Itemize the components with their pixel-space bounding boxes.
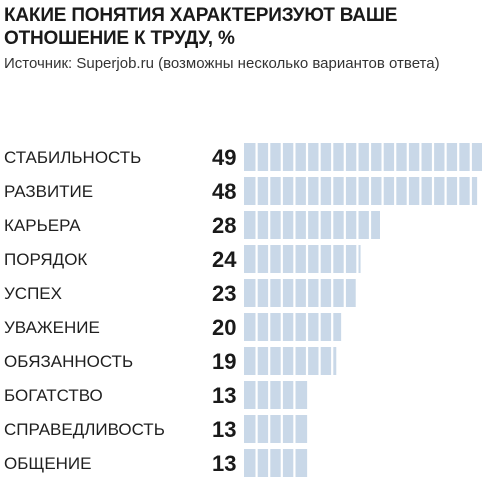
category-label: ОБЯЗАННОСТЬ [4,352,133,371]
chart-title: КАКИЕ ПОНЯТИЯ ХАРАКТЕРИЗУЮТ ВАШЕ ОТНОШЕН… [4,5,398,49]
bar-fill [244,245,361,273]
value-label: 13 [212,451,236,476]
bar-fill [244,415,308,443]
bar-fill [244,177,478,205]
category-label: ПОРЯДОК [4,250,87,269]
value-label: 13 [212,417,236,442]
value-label: 19 [212,349,236,374]
bar [244,449,308,477]
bar [244,279,356,307]
bar-fill [244,143,482,171]
bar [244,245,361,273]
bar [244,313,342,341]
value-label: 13 [212,383,236,408]
bar-fill [244,279,356,307]
value-label: 23 [212,281,236,306]
bar-fill [244,381,308,409]
category-label: УВАЖЕНИЕ [4,318,100,337]
bar [244,177,478,205]
value-label: 28 [212,213,236,238]
value-label: 20 [212,315,236,340]
value-label: 48 [212,179,236,204]
bar [244,347,337,375]
category-label: ОБЩЕНИЕ [4,454,92,473]
category-label: УСПЕХ [4,284,62,303]
category-label: СПРАВЕДЛИВОСТЬ [4,420,165,439]
bar [244,143,482,171]
chart-subtitle: Источник: Superjob.ru (возможны нескольк… [4,55,440,72]
bar [244,381,308,409]
bar-fill [244,347,337,375]
category-label: КАРЬЕРА [4,216,81,235]
category-label: РАЗВИТИЕ [4,182,93,201]
bar [244,211,380,239]
bar-fill [244,449,308,477]
value-label: 24 [212,247,237,272]
category-label: БОГАТСТВО [4,386,103,405]
bar [244,415,308,443]
bar-fill [244,211,380,239]
category-label: СТАБИЛЬНОСТЬ [4,148,141,167]
value-label: 49 [212,145,236,170]
bar-fill [244,313,342,341]
